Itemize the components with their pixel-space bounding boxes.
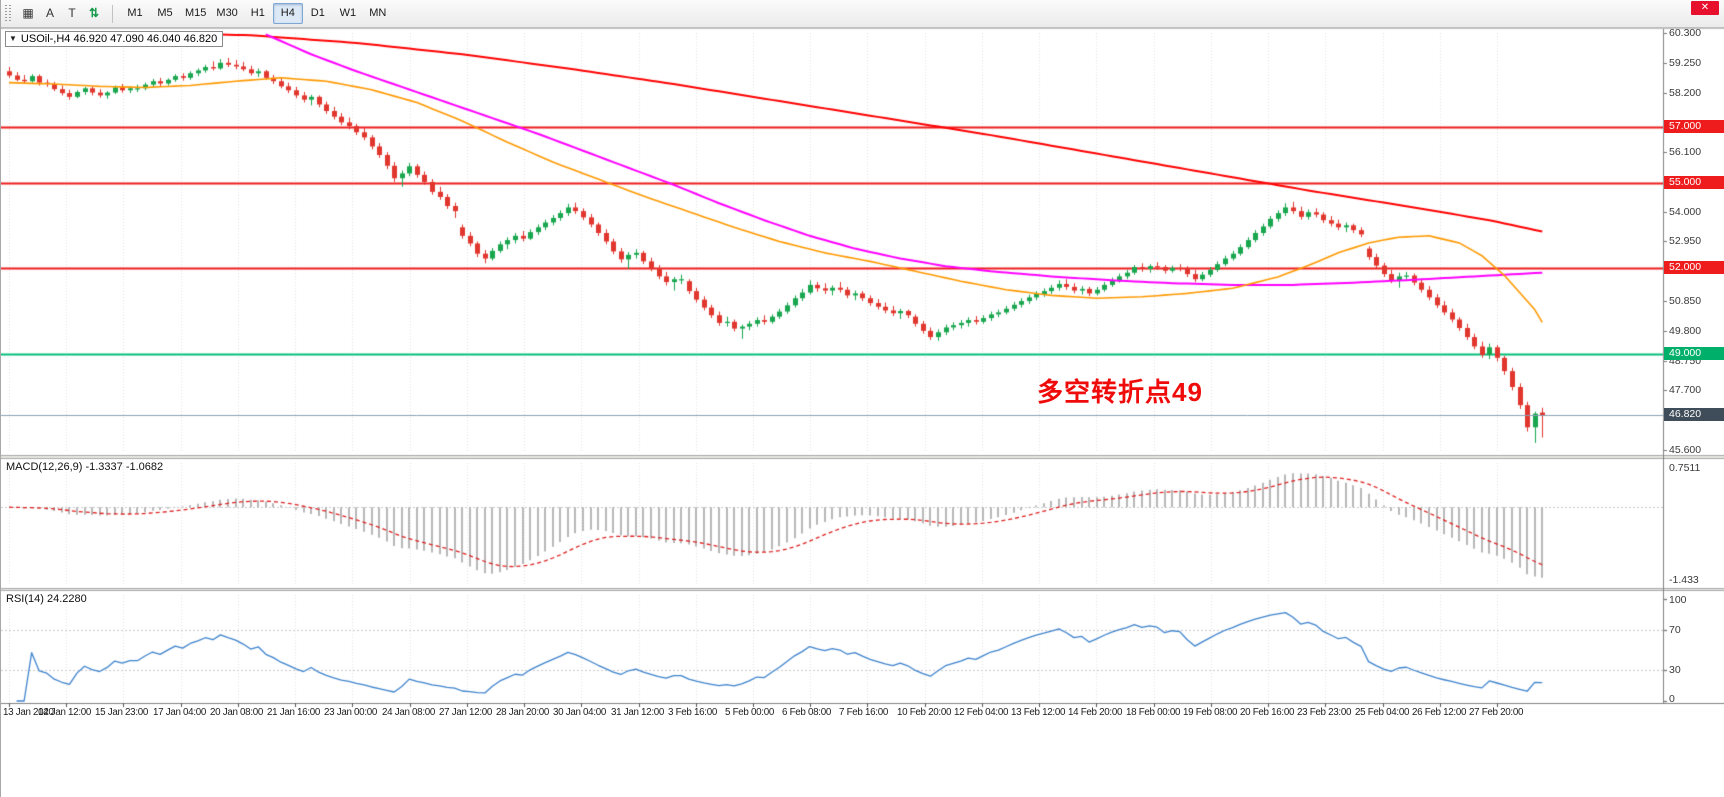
timeframe-button-d1[interactable]: D1 (310, 7, 325, 19)
time-axis-label: 7 Feb 16:00 (839, 707, 888, 718)
timeframe-button-mn[interactable]: MN (369, 7, 387, 19)
annotation-text[interactable]: 多空转折点49 (1037, 377, 1203, 407)
macd-scale-max-label: 0.7511 (1669, 462, 1701, 474)
time-axis-label: 18 Feb 00:00 (1126, 707, 1181, 718)
timeframe-button-m15[interactable]: M15 (185, 7, 207, 19)
resistance-price-label: 55.000 (1664, 176, 1724, 189)
time-axis-label: 23 Feb 23:00 (1297, 707, 1352, 718)
rsi-scale-label: 100 (1669, 594, 1687, 606)
price-axis-label: 60.300 (1669, 27, 1702, 39)
toolbar-icons: ▦ A T ⇅ (17, 3, 105, 24)
text-tool-icon[interactable]: T (68, 6, 76, 20)
time-axis-label: 30 Jan 04:00 (553, 707, 607, 718)
time-axis-label: 24 Jan 08:00 (382, 707, 436, 718)
time-axis-label: 5 Feb 00:00 (725, 707, 774, 718)
price-axis-label: 49.800 (1669, 325, 1702, 337)
main-price-pane[interactable] (1, 30, 1663, 455)
time-axis-label: 28 Jan 20:00 (496, 707, 550, 718)
rsi-scale-label: 70 (1669, 624, 1681, 636)
time-axis-label: 10 Feb 20:00 (897, 707, 952, 718)
time-axis-label: 31 Jan 12:00 (611, 707, 665, 718)
chart-ohlc-text: USOil-,H4 46.920 47.090 46.040 46.820 (20, 33, 218, 45)
macd-scale-min-label: -1.433 (1669, 574, 1699, 586)
timeframe-button-m1[interactable]: M1 (127, 7, 143, 19)
time-axis-label: 13 Feb 12:00 (1011, 707, 1066, 718)
time-axis-label: 14 Feb 20:00 (1068, 707, 1123, 718)
support-price-label: 49.000 (1664, 347, 1724, 360)
time-axis-label: 15 Jan 23:00 (95, 707, 149, 718)
toolbar-separator (112, 4, 113, 23)
chart-grid-icon[interactable]: ▦ (22, 6, 34, 20)
price-axis-label: 45.600 (1669, 444, 1702, 456)
price-axis-label: 50.850 (1669, 295, 1702, 307)
time-axis-label: 26 Feb 12:00 (1412, 707, 1467, 718)
timeframe-buttons: M1 M5 M15 M30 H1 H4 D1 W1 MN (120, 3, 393, 24)
toolbar-grip[interactable] (5, 4, 11, 23)
time-axis-label: 23 Jan 00:00 (324, 707, 378, 718)
collapse-arrow-icon[interactable]: ▼ (9, 34, 17, 43)
time-axis-label: 14 Jan 12:00 (38, 707, 92, 718)
cursor-icon[interactable]: A (45, 6, 54, 20)
price-axis-label: 59.250 (1669, 57, 1702, 69)
price-axis-label: 52.950 (1669, 235, 1702, 247)
price-axis-label: 47.700 (1669, 384, 1702, 396)
macd-pane[interactable] (1, 459, 1663, 588)
price-axis-label: 54.000 (1669, 206, 1702, 218)
price-axis-label: 56.100 (1669, 146, 1702, 158)
time-axis-label: 17 Jan 04:00 (153, 707, 207, 718)
indicators-icon[interactable]: ⇅ (88, 6, 100, 20)
time-axis-label: 25 Feb 04:00 (1355, 707, 1410, 718)
toolbar: ▦ A T ⇅ M1 M5 M15 M30 H1 H4 D1 W1 MN ✕ (1, 0, 1724, 28)
time-axis-label: 21 Jan 16:00 (267, 707, 321, 718)
rsi-indicator-label: RSI(14) 24.2280 (6, 593, 87, 605)
rsi-scale-label: 0 (1669, 693, 1675, 705)
close-icon[interactable]: ✕ (1691, 1, 1719, 15)
timeframe-button-w1[interactable]: W1 (339, 7, 357, 19)
time-axis-label: 20 Jan 08:00 (210, 707, 264, 718)
time-axis-label: 12 Feb 04:00 (954, 707, 1009, 718)
time-axis-label: 27 Feb 20:00 (1469, 707, 1524, 718)
timeframe-button-m30[interactable]: M30 (216, 7, 238, 19)
macd-indicator-label: MACD(12,26,9) -1.3337 -1.0682 (6, 461, 164, 473)
chart-symbol-label: ▼ USOil-,H4 46.920 47.090 46.040 46.820 (5, 31, 224, 47)
rsi-scale-label: 30 (1669, 664, 1681, 676)
resistance-price-label: 57.000 (1664, 120, 1724, 133)
time-axis-label: 6 Feb 08:00 (782, 707, 831, 718)
timeframe-button-m5[interactable]: M5 (157, 7, 173, 19)
rsi-pane[interactable] (1, 591, 1663, 703)
current-price-label: 46.820 (1664, 408, 1724, 421)
time-axis-label: 27 Jan 12:00 (439, 707, 493, 718)
time-axis-label: 19 Feb 08:00 (1183, 707, 1238, 718)
timeframe-button-h4[interactable]: H4 (272, 3, 303, 24)
price-axis-label: 58.200 (1669, 87, 1702, 99)
time-axis-label: 20 Feb 16:00 (1240, 707, 1295, 718)
time-axis-label: 3 Feb 16:00 (668, 707, 717, 718)
resistance-price-label: 52.000 (1664, 261, 1724, 274)
timeframe-button-h1[interactable]: H1 (250, 7, 265, 19)
time-axis-label: 13 Jan 2020 (3, 707, 54, 718)
